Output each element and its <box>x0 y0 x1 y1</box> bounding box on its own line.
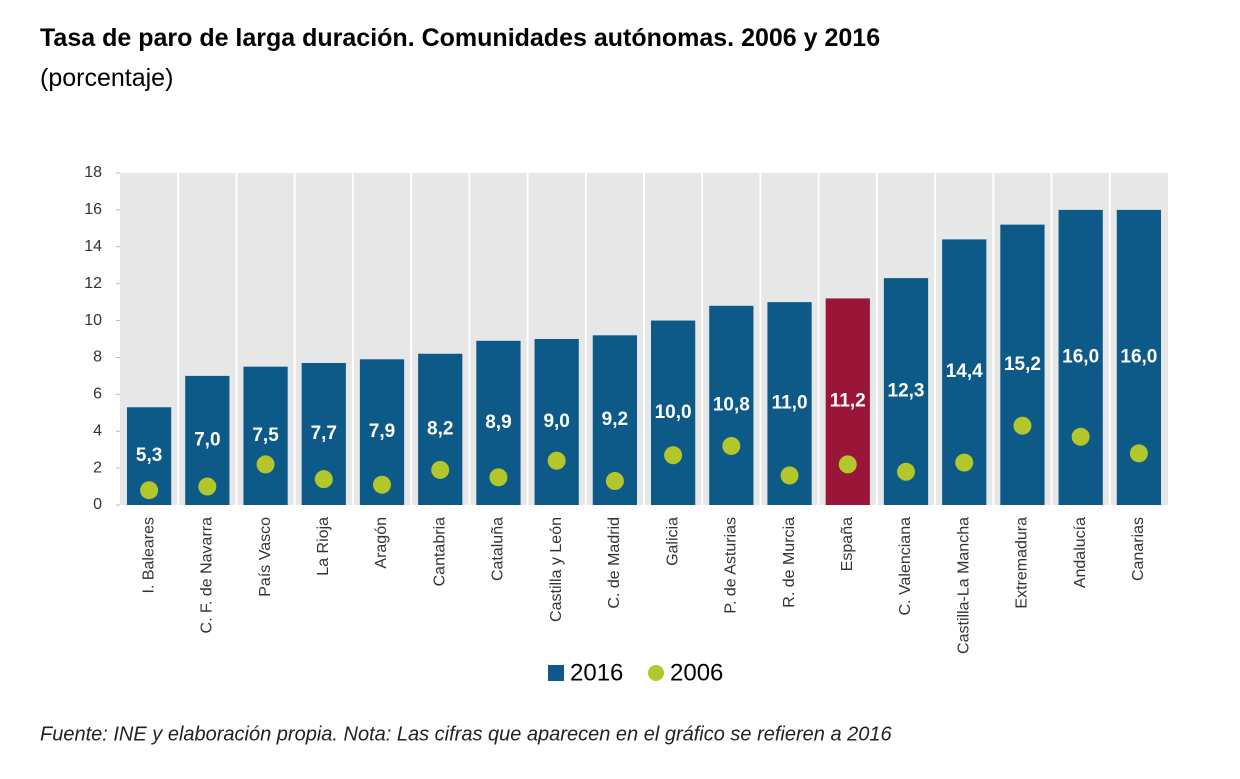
dot <box>431 460 450 479</box>
bar <box>650 320 696 505</box>
y-tick-label: 16 <box>84 201 102 218</box>
y-tick-label: 8 <box>93 349 102 366</box>
value-label: 7,7 <box>311 423 337 444</box>
dot <box>547 451 566 470</box>
y-tick-label: 2 <box>93 459 102 476</box>
y-tick-label: 4 <box>93 422 102 439</box>
dot <box>722 436 741 455</box>
x-tick-label: R. de Murcia <box>781 517 798 608</box>
value-label: 8,2 <box>427 418 453 439</box>
dot <box>838 455 857 474</box>
x-tick-label: P. de Asturias <box>723 517 740 614</box>
value-label: 14,4 <box>946 361 983 382</box>
value-label: 16,0 <box>1120 346 1157 367</box>
value-label: 5,3 <box>136 445 162 466</box>
legend-marker <box>648 665 664 681</box>
x-tick-label: Extremadura <box>1014 517 1031 609</box>
value-label: 10,0 <box>655 402 692 423</box>
bar <box>243 366 288 505</box>
dot <box>1129 444 1148 463</box>
x-tick-label: España <box>839 517 856 571</box>
legend-label: 2016 <box>570 659 623 686</box>
dot <box>605 472 624 491</box>
dot <box>373 475 391 494</box>
dot <box>489 468 508 487</box>
value-label: 11,2 <box>830 391 866 412</box>
bar <box>1000 224 1045 505</box>
y-tick-label: 18 <box>84 164 102 181</box>
x-tick-label: Galicia <box>664 517 681 566</box>
bar <box>709 305 754 505</box>
dot <box>1071 427 1090 446</box>
chart-title: Tasa de paro de larga duración. Comunida… <box>40 24 880 52</box>
dot <box>256 455 275 474</box>
bar <box>1058 209 1103 505</box>
y-tick-label: 6 <box>93 386 102 403</box>
dot <box>140 481 159 500</box>
x-tick-label: País Vasco <box>257 517 274 597</box>
value-label: 7,0 <box>194 429 220 450</box>
bar <box>534 339 579 505</box>
dot <box>198 477 217 496</box>
value-label: 16,0 <box>1062 346 1099 367</box>
x-tick-label: Cataluña <box>490 517 507 581</box>
value-label: 11,0 <box>772 393 808 414</box>
dot <box>664 446 683 465</box>
x-tick-label: C. Valenciana <box>897 517 914 616</box>
value-label: 7,9 <box>369 421 395 442</box>
value-label: 9,2 <box>602 409 628 430</box>
y-tick-label: 12 <box>84 275 102 292</box>
bar <box>418 353 463 505</box>
y-tick-label: 14 <box>84 238 102 255</box>
dot <box>897 462 915 481</box>
value-label: 8,9 <box>485 412 511 433</box>
dot <box>780 466 799 485</box>
value-label: 9,0 <box>543 411 569 432</box>
value-label: 7,5 <box>252 425 279 446</box>
x-tick-label: Castilla-La Mancha <box>955 517 972 654</box>
x-tick-label: Andalucía <box>1072 517 1089 588</box>
y-tick-label: 10 <box>84 312 102 329</box>
x-tick-label: C. F. de Navarra <box>199 517 216 634</box>
x-tick-label: Cantabria <box>431 517 448 586</box>
y-tick-label: 0 <box>93 496 102 513</box>
source-note: Fuente: INE y elaboración propia. Nota: … <box>40 723 892 745</box>
dot <box>314 470 333 489</box>
chart-subtitle: (porcentaje) <box>40 64 173 92</box>
legend-label: 2006 <box>670 659 723 686</box>
value-label: 12,3 <box>888 381 925 402</box>
x-tick-label: Castilla y León <box>548 517 565 622</box>
dot <box>955 453 974 472</box>
x-tick-label: Canarias <box>1130 517 1147 581</box>
x-tick-label: C. de Madrid <box>606 517 623 609</box>
value-label: 10,8 <box>713 394 750 415</box>
x-tick-label: Aragón <box>373 517 390 569</box>
x-tick-label: I. Baleares <box>140 517 157 593</box>
x-tick-label: La Rioja <box>315 517 332 576</box>
dot <box>1013 416 1032 435</box>
legend-marker <box>548 665 564 681</box>
value-label: 15,2 <box>1004 354 1041 375</box>
